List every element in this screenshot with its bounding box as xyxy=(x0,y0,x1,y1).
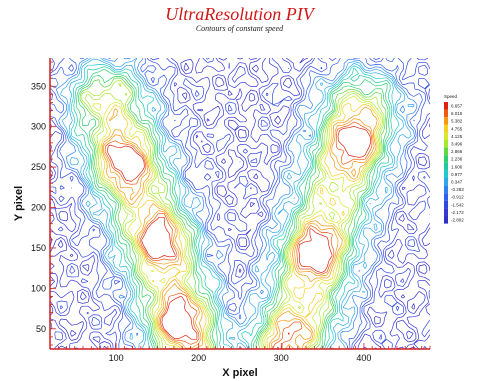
contour-level-18 xyxy=(101,106,378,349)
x-axis-title: X pixel xyxy=(222,367,257,379)
legend-swatch xyxy=(444,117,448,125)
contour-level-17 xyxy=(100,102,380,349)
axes: 100 200 300 400 50 100 150 200 250 300 350 X pixel Y… xyxy=(13,58,431,379)
contour-level-4 xyxy=(50,58,429,349)
y-axis-title: Y pixel xyxy=(13,186,25,221)
legend-swatch xyxy=(444,208,448,216)
legend-label: 4.125 xyxy=(451,134,463,139)
plot-background xyxy=(50,58,430,349)
legend-swatch xyxy=(444,132,448,140)
plot-area xyxy=(50,58,430,349)
legend-label: 6.657 xyxy=(451,104,463,109)
contour-level-2 xyxy=(50,58,430,349)
legend-swatch xyxy=(444,102,448,110)
contour-level-20 xyxy=(104,121,373,349)
legend-swatch xyxy=(444,178,448,186)
legend-label: -0.912 xyxy=(451,195,464,200)
legend-swatch xyxy=(444,124,448,133)
legend-label: 4.755 xyxy=(451,126,463,131)
legend-swatch xyxy=(444,216,448,224)
chart-subtitle: Contours of constant speed xyxy=(195,24,284,33)
y-tick-label: 100 xyxy=(31,283,46,293)
contour-level-12 xyxy=(77,74,389,349)
x-tick-label: 400 xyxy=(356,353,371,363)
x-tick-label: 200 xyxy=(191,353,206,363)
contour-level-15 xyxy=(84,83,383,349)
y-tick-label: 350 xyxy=(31,81,46,91)
contour-level-16 xyxy=(92,95,382,349)
contour-level-0 xyxy=(50,62,428,349)
contour-level-6 xyxy=(50,58,418,349)
x-tick-label: 300 xyxy=(274,353,289,363)
legend: Speed 6.657 6.015 5.382 4.755 4.125 3.496 2.866… xyxy=(444,94,464,224)
legend-label: 0.347 xyxy=(451,180,463,185)
legend-label: -2.802 xyxy=(451,218,464,223)
legend-swatch xyxy=(444,162,448,171)
y-tick-label: 150 xyxy=(31,243,46,253)
legend-title: Speed xyxy=(444,94,458,99)
y-tick-label: 250 xyxy=(31,162,46,172)
contour-level-5 xyxy=(50,58,425,349)
legend-label: 6.015 xyxy=(451,111,463,116)
legend-label: 5.382 xyxy=(451,119,463,124)
legend-swatch xyxy=(444,109,448,118)
legend-swatch xyxy=(444,147,448,156)
legend-swatch xyxy=(444,193,448,201)
legend-swatch xyxy=(444,170,448,178)
y-tick-label: 300 xyxy=(31,122,46,132)
legend-label: 1.606 xyxy=(451,164,463,169)
legend-label: -2.172 xyxy=(451,210,464,215)
legend-swatch xyxy=(444,140,448,148)
y-tick-label: 50 xyxy=(36,324,46,334)
y-tick-label: 200 xyxy=(31,203,46,213)
legend-swatch xyxy=(444,185,448,194)
legend-label: 2.236 xyxy=(451,157,463,162)
contour-level-21 xyxy=(106,126,371,349)
contour-level-10 xyxy=(73,66,393,349)
contour-level-11 xyxy=(75,68,391,349)
contour-level-19 xyxy=(103,118,375,349)
contour-level-7 xyxy=(60,58,415,349)
legend-label: -0.283 xyxy=(451,187,464,192)
contour-level-1 xyxy=(50,58,430,349)
legend-label: 2.866 xyxy=(451,149,463,154)
legend-swatch xyxy=(444,155,448,163)
contour-level-13 xyxy=(79,77,387,349)
x-tick-label: 100 xyxy=(109,353,124,363)
legend-label: 0.977 xyxy=(451,172,463,177)
legend-label: -1.542 xyxy=(451,202,464,207)
chart-title: UltraResolution PIV xyxy=(165,4,314,24)
contour-level-14 xyxy=(81,80,385,349)
legend-swatch xyxy=(444,200,448,209)
legend-label: 3.496 xyxy=(451,142,463,147)
